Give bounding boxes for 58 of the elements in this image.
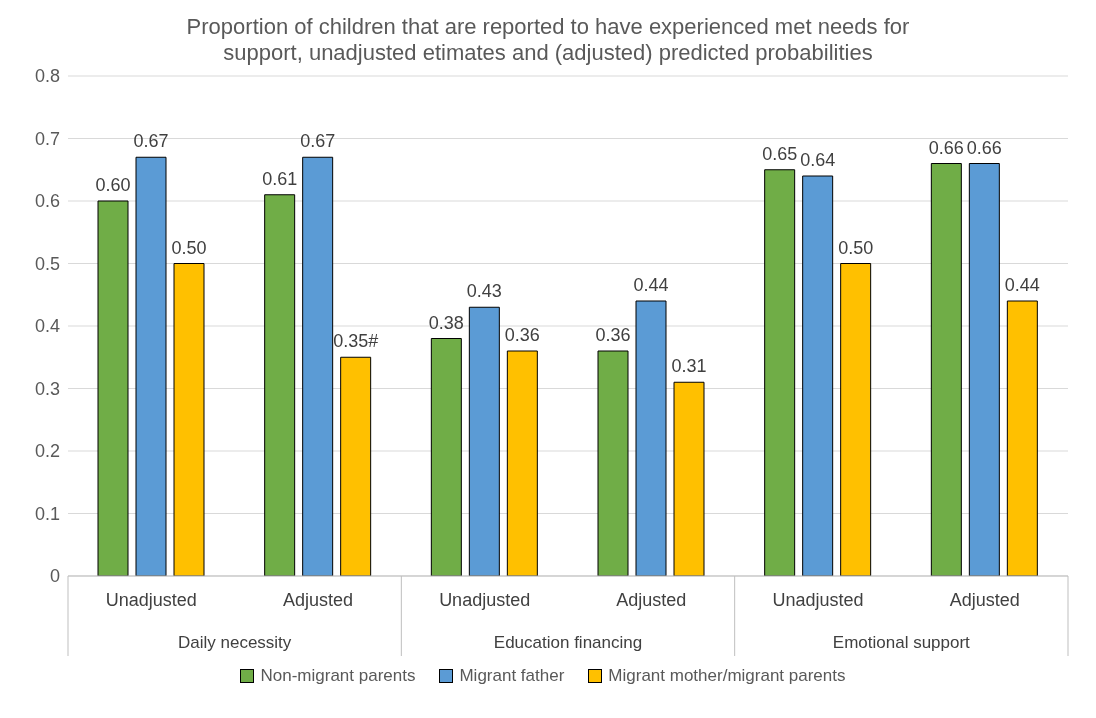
bar	[635, 300, 667, 576]
data-label: 0.36	[504, 325, 540, 345]
y-tick-label: 0.1	[34, 503, 60, 524]
y-tick-label: 0.6	[34, 191, 60, 212]
data-label: 0.50	[838, 237, 874, 258]
y-tick-label: 0	[49, 566, 60, 587]
y-tick-label: 0.4	[34, 316, 60, 337]
bar	[302, 156, 334, 576]
data-label: 0.38	[428, 312, 464, 333]
y-tick-label: 0.7	[34, 128, 60, 149]
data-label: 0.66	[928, 137, 964, 158]
data-label: 0.50	[171, 237, 207, 258]
bar	[802, 175, 834, 576]
x-tick-label: Unadjusted	[439, 590, 531, 610]
bar	[506, 350, 538, 576]
data-label: 0.61	[262, 168, 298, 189]
legend-label: Migrant mother/migrant parents	[607, 666, 846, 686]
data-label: 0.43	[466, 281, 502, 302]
legend-label: Migrant father	[458, 666, 565, 686]
bar	[673, 381, 705, 576]
bar	[597, 350, 629, 576]
bar	[135, 156, 167, 576]
data-label: 0.67	[300, 131, 336, 152]
x-tick-label: Adjusted	[949, 590, 1020, 610]
y-tick-label: 0.2	[34, 441, 60, 462]
y-tick-label: 0.3	[34, 378, 60, 399]
data-label: 0.36	[595, 325, 631, 345]
bar	[1006, 300, 1038, 576]
data-label: 0.65	[762, 143, 798, 164]
data-label: 0.31	[671, 356, 707, 377]
bar	[340, 356, 372, 576]
bar	[97, 200, 129, 576]
bar	[840, 263, 872, 576]
text: Emotional support	[832, 633, 971, 652]
bar	[468, 306, 500, 576]
x-tick-label: Unadjusted	[772, 590, 864, 610]
x-tick-label: Unadjusted	[105, 590, 197, 610]
legend-label: Non-migrant parents	[259, 666, 416, 686]
data-label: 0.35#	[333, 331, 379, 352]
text: Education financing	[493, 633, 643, 652]
y-tick-label: 0.8	[34, 66, 60, 87]
chart-title: Proportion of children that are reported to have experienced met needs for support, unadjusted etimates and (adjusted) predicted probabilities	[185, 13, 911, 66]
y-tick-label: 0.5	[34, 253, 60, 274]
bar	[764, 169, 796, 576]
data-label: 0.67	[133, 131, 169, 152]
data-label: 0.60	[95, 175, 131, 195]
data-label: 0.44	[633, 275, 669, 295]
bar	[264, 194, 296, 576]
data-label: 0.44	[1004, 275, 1040, 295]
bar	[173, 263, 205, 576]
text: Daily necessity	[177, 633, 292, 652]
bar	[968, 163, 1000, 576]
x-tick-label: Adjusted	[282, 590, 354, 610]
data-label: 0.66	[966, 137, 1002, 158]
bar	[930, 163, 962, 576]
x-tick-label: Adjusted	[616, 590, 687, 610]
bar	[430, 338, 462, 576]
data-label: 0.64	[800, 150, 836, 170]
